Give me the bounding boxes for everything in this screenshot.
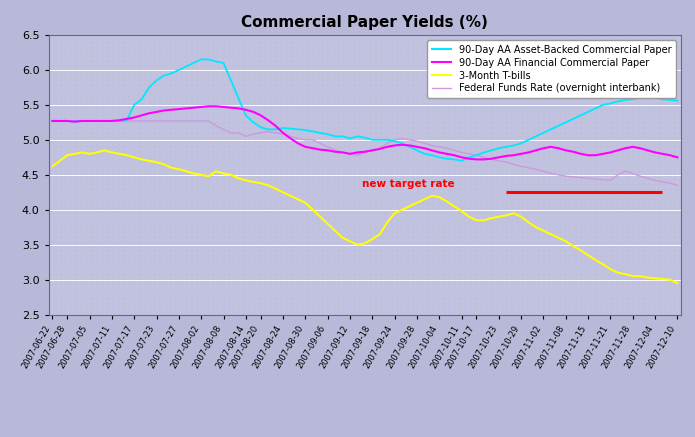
Title: Commercial Paper Yields (%): Commercial Paper Yields (%) — [241, 14, 489, 30]
Legend: 90-Day AA Asset-Backed Commercial Paper, 90-Day AA Financial Commercial Paper, 3: 90-Day AA Asset-Backed Commercial Paper,… — [427, 40, 676, 98]
Text: new target rate: new target rate — [361, 179, 454, 189]
